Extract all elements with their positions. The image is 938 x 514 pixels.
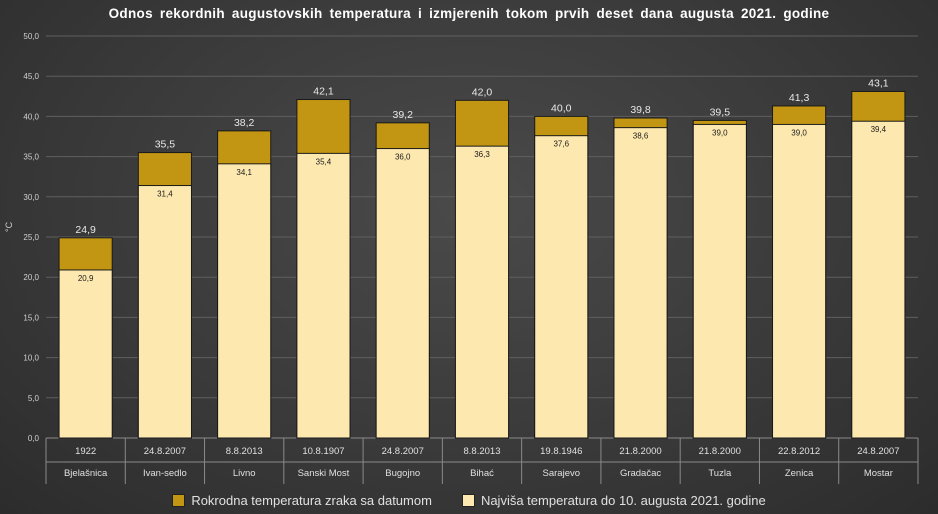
x-tick-station: Sarajevo xyxy=(543,468,581,479)
bar-current xyxy=(375,148,430,439)
data-label-record: 40,0 xyxy=(551,102,572,114)
y-tick-label: 25,0 xyxy=(23,233,39,242)
data-label-current: 31,4 xyxy=(157,190,173,199)
x-tick-date: 8.8.2013 xyxy=(464,446,501,457)
y-tick-label: 35,0 xyxy=(23,153,39,162)
legend-label-current: Najviša temperatura do 10. augusta 2021.… xyxy=(480,492,766,508)
x-tick-date: 10.8.1907 xyxy=(302,446,344,457)
data-label-record: 35,5 xyxy=(155,139,176,151)
data-label-record: 42,0 xyxy=(472,86,493,98)
x-tick-date: 24.8.2007 xyxy=(382,446,424,457)
bar-current xyxy=(296,152,351,439)
y-tick-label: 10,0 xyxy=(23,354,39,363)
y-tick-label: 5,0 xyxy=(28,394,40,403)
x-tick-station: Bjelašnica xyxy=(64,468,108,479)
data-label-current: 20,9 xyxy=(78,274,94,283)
y-tick-label: 40,0 xyxy=(23,112,39,121)
x-tick-station: Tuzla xyxy=(708,468,732,479)
chart-svg: 0,0 5,0 10,0 15,0 20,0 25,0 30,0 35,0 40,0 45,0 50… xyxy=(23,32,919,484)
legend-item-record: Rokrodna temperatura zraka sa datumom xyxy=(172,493,432,508)
bar-current xyxy=(58,269,113,439)
bar-current xyxy=(772,123,827,439)
y-tick-label: 30,0 xyxy=(23,193,39,202)
x-tick-station: Bugojno xyxy=(385,468,420,479)
x-tick-station: Livno xyxy=(233,468,256,479)
data-label-current: 38,6 xyxy=(633,132,649,141)
data-label-record: 41,3 xyxy=(789,92,810,104)
bar-current xyxy=(613,127,668,439)
legend: Rokrodna temperatura zraka sa datumom Na… xyxy=(0,490,938,510)
legend-swatch-record xyxy=(172,493,186,507)
data-label-current: 39,0 xyxy=(712,128,728,137)
data-label-record: 38,2 xyxy=(234,117,255,129)
data-label-record: 39,8 xyxy=(630,104,651,116)
bar-current xyxy=(692,123,747,439)
y-tick-label: 15,0 xyxy=(23,313,39,322)
x-tick-station: Ivan-sedlo xyxy=(143,468,187,479)
x-tick-date: 1922 xyxy=(75,446,96,457)
y-tick-label: 20,0 xyxy=(23,273,39,282)
legend-swatch-current xyxy=(461,493,475,507)
legend-label-record: Rokrodna temperatura zraka sa datumom xyxy=(191,492,432,508)
data-label-current: 39,4 xyxy=(871,125,887,134)
chart-title: Odnos rekordnih augustovskih temperatura… xyxy=(108,6,830,21)
x-tick-station: Mostar xyxy=(864,468,893,479)
x-tick-date: 24.8.2007 xyxy=(857,446,899,457)
data-label-current: 34,1 xyxy=(236,168,252,177)
x-tick-station: Gradačac xyxy=(620,468,661,479)
x-tick-date: 8.8.2013 xyxy=(226,446,263,457)
x-tick-date: 21.8.2000 xyxy=(619,446,661,457)
x-tick-station: Zenica xyxy=(785,468,814,479)
x-tick-station: Bihać xyxy=(470,468,494,479)
y-tick-label: 45,0 xyxy=(23,72,39,81)
bar-current xyxy=(454,145,510,439)
data-label-record: 24,9 xyxy=(75,224,96,236)
data-label-current: 37,6 xyxy=(553,140,569,149)
y-tick-label: 50,0 xyxy=(23,32,39,41)
y-tick-label: 0,0 xyxy=(28,434,40,443)
x-tick-date: 24.8.2007 xyxy=(144,446,186,457)
x-tick-date: 21.8.2000 xyxy=(699,446,741,457)
data-label-current: 35,4 xyxy=(316,157,332,166)
data-label-current: 39,0 xyxy=(791,128,807,137)
bar-current xyxy=(137,185,192,439)
data-label-record: 43,1 xyxy=(868,77,889,89)
data-label-record: 39,2 xyxy=(393,109,414,121)
bar-current xyxy=(217,163,272,439)
data-label-record: 39,5 xyxy=(710,106,731,118)
x-tick-date: 22.8.2012 xyxy=(778,446,820,457)
data-label-current: 36,3 xyxy=(474,150,490,159)
data-label-current: 36,0 xyxy=(395,153,411,162)
legend-item-current: Najviša temperatura do 10. augusta 2021.… xyxy=(461,492,766,508)
data-label-record: 42,1 xyxy=(313,86,334,98)
x-tick-date: 19.8.1946 xyxy=(540,446,582,457)
bar-current xyxy=(851,120,906,439)
x-tick-station: Sanski Most xyxy=(298,468,350,479)
bar-current xyxy=(534,135,589,439)
